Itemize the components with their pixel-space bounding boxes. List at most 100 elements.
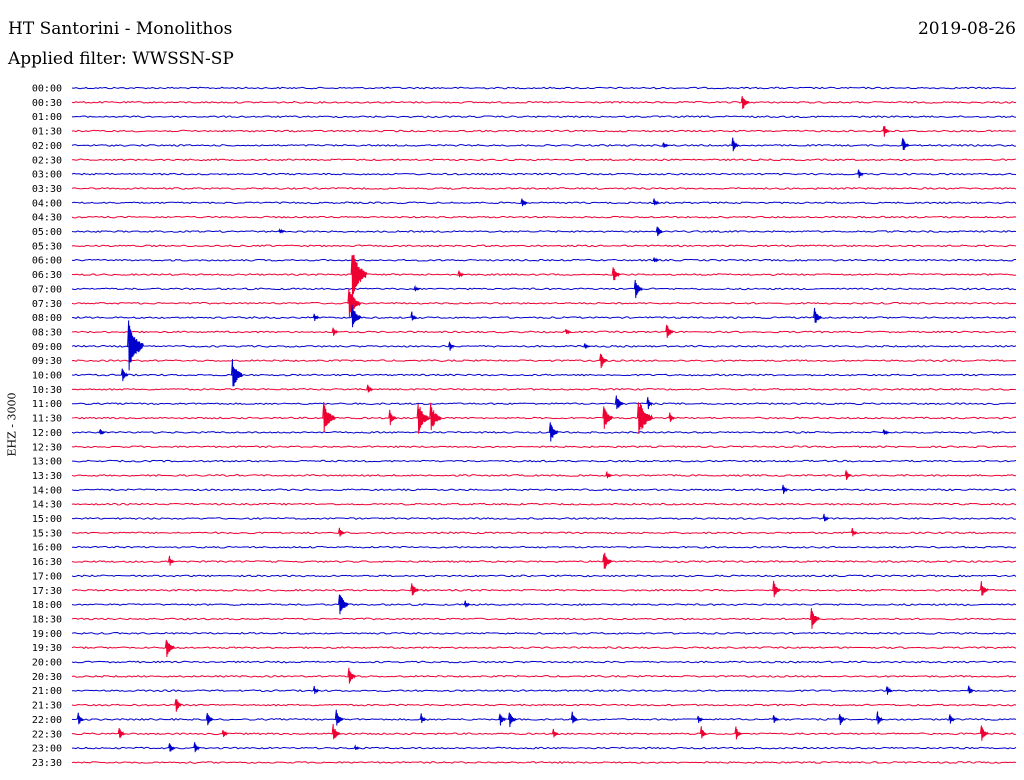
seismic-event — [948, 714, 956, 724]
trace-line — [71, 560, 1017, 563]
trace-line — [71, 387, 1017, 391]
trace-line — [71, 431, 1017, 434]
row-label: 04:30 — [32, 213, 62, 224]
trace-line — [71, 703, 1017, 707]
trace-line — [71, 158, 1017, 162]
seismic-event — [312, 685, 320, 695]
seismic-event — [366, 384, 373, 393]
seismic-event — [127, 320, 145, 371]
seismic-event — [979, 581, 989, 596]
row-label: 06:30 — [32, 270, 62, 281]
seismic-event — [338, 594, 350, 615]
row-label: 01:00 — [32, 112, 62, 123]
row-labels: 00:00 00:30 01:00 01:30 02:00 02:30 03:00 03:30… — [32, 84, 62, 769]
seismic-event — [551, 728, 559, 738]
trace-line — [71, 545, 1017, 549]
trace-line — [71, 144, 1017, 147]
seismic-event — [781, 484, 789, 494]
row-label: 08:00 — [32, 313, 62, 324]
trace-line — [71, 660, 1017, 664]
seismic-event — [353, 744, 361, 751]
trace-line — [71, 215, 1017, 219]
row-label: 03:30 — [32, 184, 62, 195]
row-label: 15:30 — [32, 528, 62, 539]
seismic-event — [838, 713, 846, 725]
trace-line — [71, 273, 1017, 276]
trace-line — [71, 115, 1017, 119]
trace-line — [71, 373, 1017, 377]
trace-line — [71, 588, 1017, 592]
seismic-event — [413, 284, 421, 292]
row-label: 09:00 — [32, 342, 62, 353]
trace-line — [71, 459, 1017, 463]
seismic-event — [652, 198, 660, 206]
trace-line — [71, 301, 1017, 305]
station-title: HT Santorini - Monolithos — [8, 19, 233, 39]
row-label: 05:00 — [32, 227, 62, 238]
seismic-event — [901, 138, 910, 151]
seismic-event — [668, 412, 676, 422]
seismic-event — [633, 279, 644, 299]
seismic-event — [120, 368, 129, 382]
trace-line — [71, 187, 1017, 190]
seismic-event — [876, 711, 884, 725]
seismic-event — [850, 527, 858, 537]
row-label: 12:30 — [32, 442, 62, 453]
trace-line — [71, 502, 1017, 506]
row-label: 15:00 — [32, 514, 62, 525]
seismic-event — [813, 307, 822, 323]
row-label: 16:00 — [32, 543, 62, 554]
seismic-event — [520, 198, 528, 207]
row-label: 18:30 — [32, 614, 62, 625]
seismic-event — [772, 580, 782, 598]
date-label: 2019-08-26 — [917, 19, 1016, 39]
seismic-event — [734, 726, 742, 740]
trace-line — [71, 402, 1017, 406]
seismic-event — [322, 401, 336, 433]
seismic-event — [117, 727, 126, 738]
seismic-event — [419, 713, 427, 724]
row-label: 11:30 — [32, 414, 62, 425]
seismic-event — [193, 742, 201, 753]
trace-line — [71, 474, 1017, 477]
row-label: 10:00 — [32, 371, 62, 382]
row-label: 11:00 — [32, 399, 62, 410]
row-label: 22:30 — [32, 729, 62, 740]
seismic-event — [278, 227, 285, 234]
row-label: 04:00 — [32, 198, 62, 209]
seismic-event — [498, 713, 506, 726]
seismic-event — [636, 402, 654, 434]
seismic-event — [174, 699, 183, 712]
row-label: 20:00 — [32, 658, 62, 669]
seismic-event — [347, 288, 362, 318]
seismic-event — [457, 270, 465, 278]
trace-line — [71, 574, 1017, 578]
row-label: 13:00 — [32, 457, 62, 468]
row-label: 19:00 — [32, 629, 62, 640]
seismic-event — [168, 743, 175, 752]
seismic-event — [822, 513, 830, 522]
row-label: 23:00 — [32, 744, 62, 755]
seismic-event — [507, 712, 517, 728]
trace-line — [71, 316, 1017, 320]
seismic-event — [347, 667, 357, 684]
seismic-event — [652, 257, 660, 263]
row-label: 07:00 — [32, 284, 62, 295]
seismic-event — [772, 715, 779, 723]
event-marks — [76, 96, 989, 753]
seismic-event — [844, 470, 852, 480]
trace-line — [71, 689, 1017, 693]
trace-line — [71, 717, 1017, 721]
row-label: 02:30 — [32, 155, 62, 166]
row-label: 13:30 — [32, 471, 62, 482]
seismic-event — [882, 429, 889, 436]
row-label: 18:00 — [32, 600, 62, 611]
seismic-event — [665, 324, 675, 339]
seismic-event — [662, 142, 669, 148]
seismic-event — [331, 327, 339, 336]
seismic-event — [979, 725, 989, 741]
seismic-event — [448, 341, 455, 351]
seismic-event — [882, 126, 890, 137]
seismic-event — [350, 304, 362, 328]
